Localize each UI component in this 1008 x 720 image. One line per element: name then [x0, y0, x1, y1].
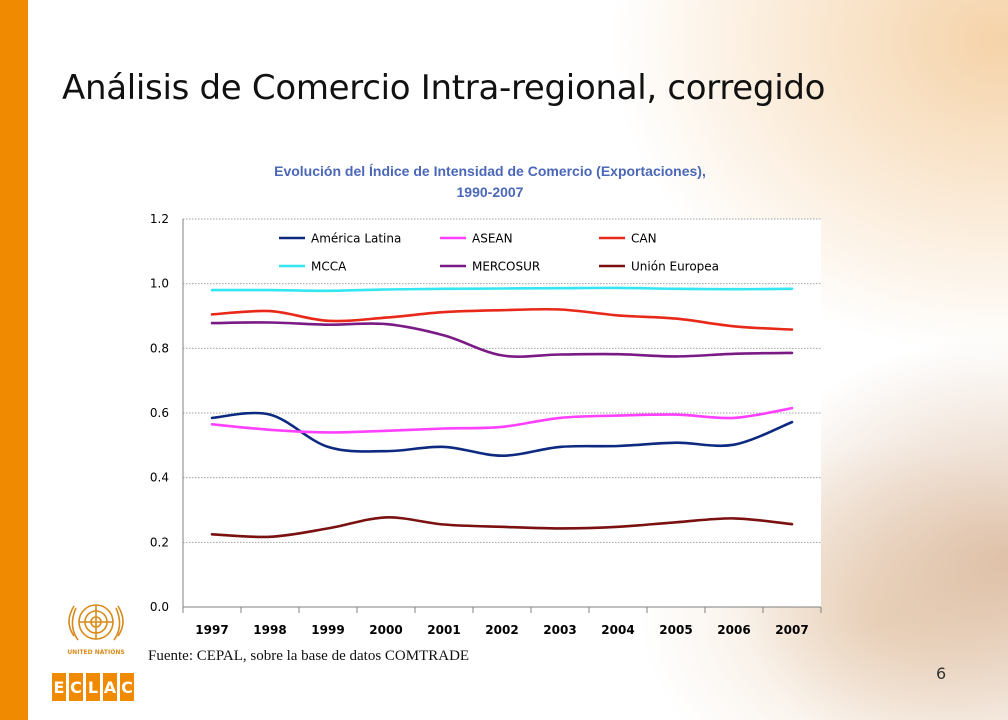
x-tick-label: 2002 — [485, 623, 518, 637]
series-line-asean — [210, 406, 794, 434]
chart-title: Evolución del Índice de Intensidad de Co… — [180, 161, 800, 203]
legend-label-asean: ASEAN — [472, 232, 513, 246]
y-tick-label: 0.4 — [150, 471, 169, 485]
x-tick-label: 1999 — [311, 623, 344, 637]
legend-label-mercosur: MERCOSUR — [472, 260, 540, 274]
x-tick-label: 1997 — [195, 623, 228, 637]
x-tick-label: 2004 — [601, 623, 634, 637]
eclac-letter: E — [52, 673, 66, 701]
eclac-letter: C — [120, 673, 134, 701]
un-logo: UNITED NATIONS — [58, 596, 134, 663]
legend-label-can: CAN — [631, 232, 657, 246]
x-tick-label: 1998 — [253, 623, 286, 637]
x-tick-label: 2005 — [659, 623, 692, 637]
x-tick-label: 2000 — [369, 623, 402, 637]
legend-label-mcca: MCCA — [311, 260, 347, 274]
source-note: Fuente: CEPAL, sobre la base de datos CO… — [148, 648, 470, 664]
x-tick-label: 2007 — [775, 623, 808, 637]
series-line-can — [210, 307, 794, 331]
series-line-mercosur — [210, 321, 794, 358]
page-number: 6 — [936, 664, 947, 683]
y-tick-label: 0.6 — [150, 406, 169, 420]
un-logo-text: UNITED NATIONS — [67, 649, 124, 656]
y-tick-label: 0.0 — [150, 600, 169, 614]
series-line-mcca — [210, 286, 794, 293]
series-line-union-europea — [210, 516, 794, 539]
eclac-letter: C — [69, 673, 83, 701]
x-tick-label: 2006 — [717, 623, 750, 637]
chart-title-line-1: Evolución del Índice de Intensidad de Co… — [274, 163, 706, 179]
legend-label-america-latina: América Latina — [311, 232, 401, 246]
legend-label-union-europea: Unión Europea — [631, 260, 719, 274]
x-tick-label: 2003 — [543, 623, 576, 637]
slide-title: Análisis de Comercio Intra-regional, cor… — [62, 68, 826, 108]
y-tick-label: 0.8 — [150, 341, 169, 355]
accent-bar — [0, 0, 28, 720]
series-line-america-latina — [210, 411, 794, 457]
y-tick-label: 1.0 — [150, 277, 169, 291]
y-tick-label: 1.2 — [150, 212, 169, 226]
eclac-letter: L — [86, 673, 100, 701]
eclac-letter: A — [103, 673, 117, 701]
chart-title-line-2: 1990-2007 — [456, 184, 524, 200]
x-tick-label: 2001 — [427, 623, 460, 637]
y-tick-label: 0.2 — [150, 535, 169, 549]
